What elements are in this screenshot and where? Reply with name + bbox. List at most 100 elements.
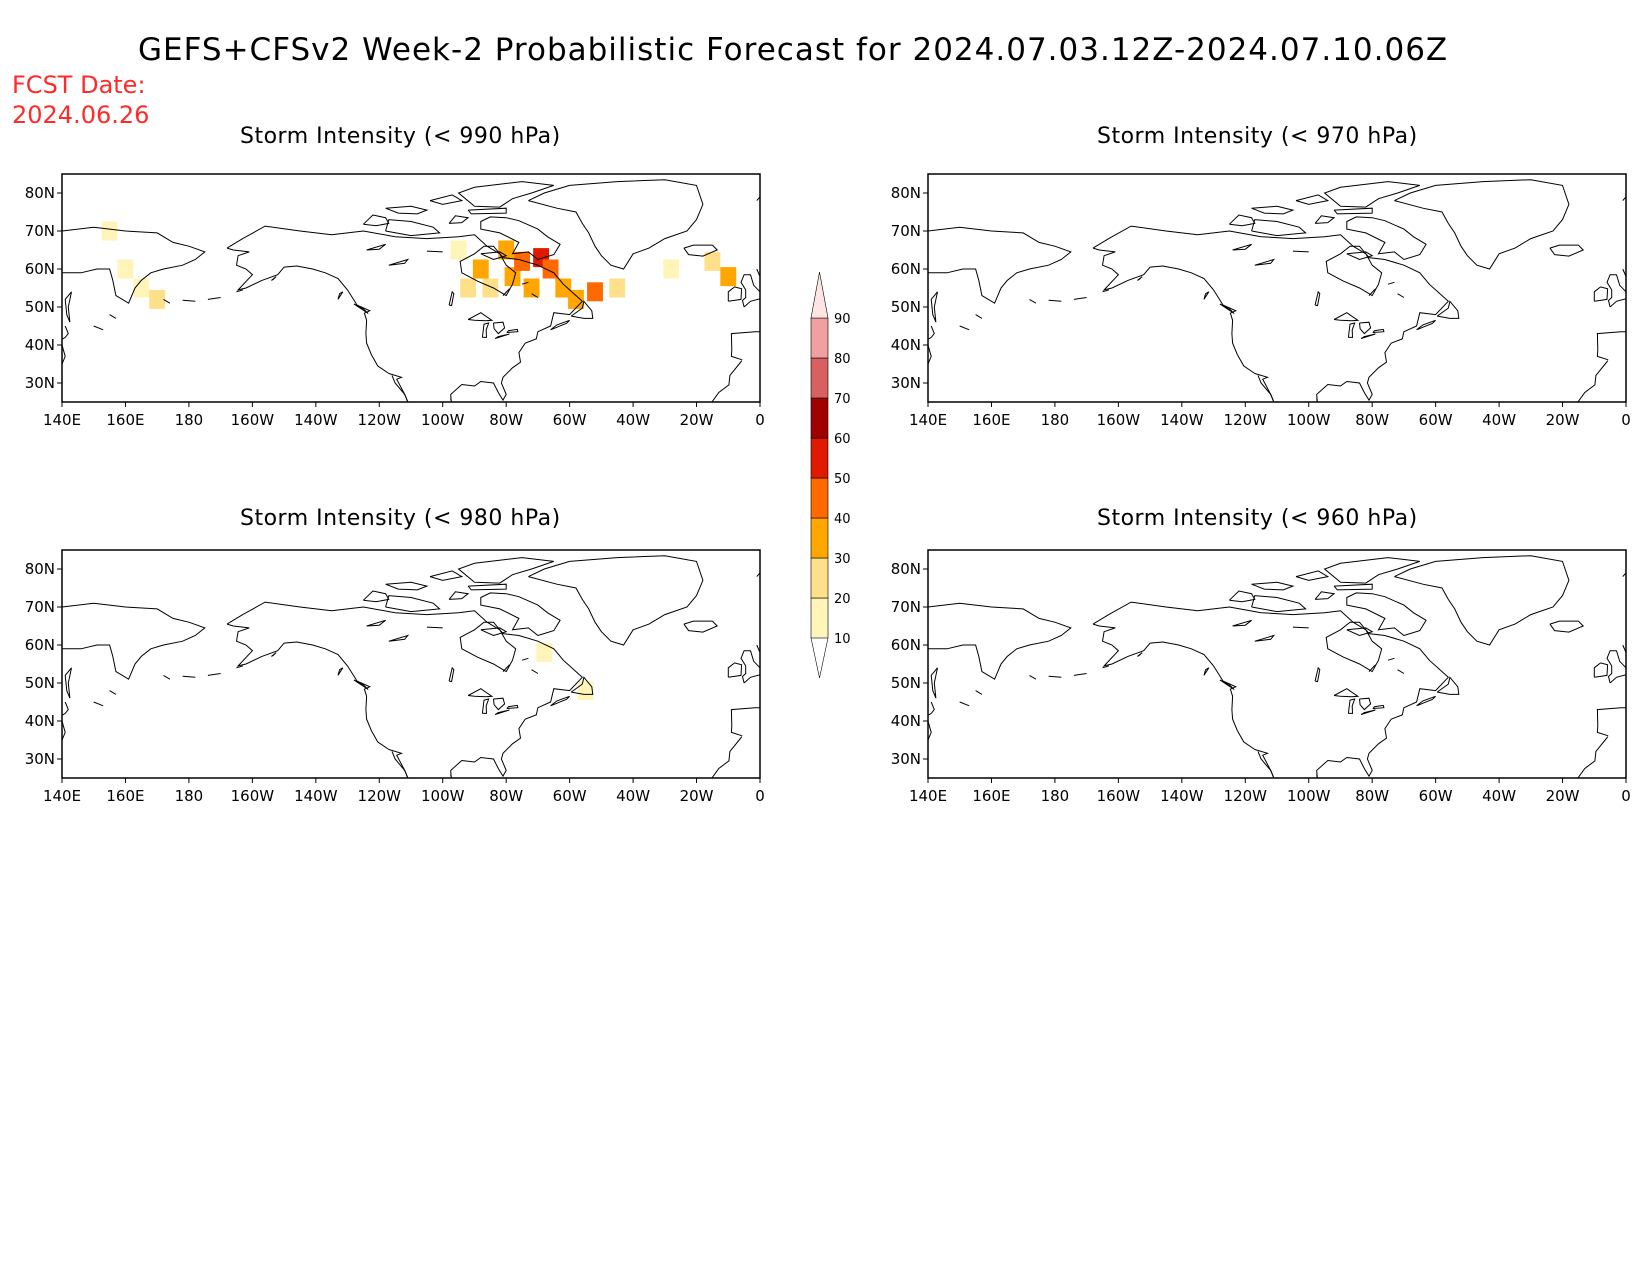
lon-label: 80W [489, 411, 523, 429]
coastline [493, 697, 506, 711]
lat-label: 50N [25, 298, 55, 316]
lon-label: 60W [553, 411, 587, 429]
coastline [448, 666, 455, 683]
colorbar-segment [810, 437, 829, 479]
coastline [740, 650, 760, 684]
lon-label: 140W [1160, 411, 1204, 429]
coastline [1137, 276, 1143, 281]
lon-label: 140W [294, 411, 338, 429]
coastline [480, 592, 561, 637]
lon-label: 60W [1419, 787, 1453, 805]
coastline [959, 325, 970, 331]
coastline [1323, 557, 1420, 584]
lon-label: 140E [909, 411, 947, 429]
coastline [226, 225, 584, 402]
coastline [480, 216, 561, 261]
coastline [1359, 697, 1372, 711]
map-frame [927, 549, 1627, 779]
coastline [1397, 293, 1405, 298]
coastline [163, 674, 171, 680]
coastline [62, 701, 69, 716]
coastline [388, 373, 409, 402]
coastline [448, 591, 470, 600]
coastline [1347, 322, 1356, 338]
lon-label: 180 [1041, 411, 1070, 429]
coastline [429, 570, 464, 581]
coastline [683, 620, 719, 633]
coastline [1203, 291, 1210, 300]
coastline [426, 250, 443, 253]
lon-label: 120W [1224, 787, 1268, 805]
coastline [683, 244, 719, 257]
probability-cell [555, 278, 572, 298]
probability-cell [577, 681, 594, 701]
forecast-date-value: 2024.06.26 [12, 101, 150, 129]
colorbar-segment [810, 317, 829, 359]
coastline [1596, 331, 1626, 361]
coastline [1596, 707, 1626, 737]
coastline [1314, 666, 1321, 683]
probability-cell [450, 240, 467, 260]
coastline [1092, 623, 1256, 750]
colorbar-top-triangle [810, 271, 829, 319]
coastline [426, 626, 443, 629]
coastline [506, 704, 519, 709]
colorbar-segment [810, 397, 829, 439]
coastline [1333, 207, 1373, 215]
coastline [1073, 297, 1087, 300]
coastline [163, 298, 171, 304]
main-title: GEFS+CFSv2 Week-2 Probabilistic Forecast… [138, 32, 1449, 68]
coastline [1577, 736, 1608, 778]
panel-title-970: Storm Intensity (< 970 hPa) [1097, 124, 1418, 149]
probability-cell [504, 267, 521, 287]
coastline [528, 179, 704, 270]
coastline [1314, 290, 1321, 307]
coastline [928, 701, 935, 716]
lon-label: 40W [616, 411, 650, 429]
lat-label: 30N [25, 374, 55, 392]
coastline [1323, 181, 1420, 208]
coastline [1092, 225, 1450, 402]
lat-label: 50N [891, 298, 921, 316]
lat-label: 70N [25, 598, 55, 616]
coastline [93, 325, 104, 331]
lat-label: 40N [891, 336, 921, 354]
coastline [388, 258, 410, 266]
coastline [62, 720, 66, 741]
coastline [502, 664, 510, 672]
coastline [1295, 194, 1330, 205]
coastline [1314, 591, 1336, 600]
coastline [467, 688, 494, 698]
probability-cell [704, 251, 721, 271]
coastline [353, 303, 369, 314]
lon-label: 0 [1621, 411, 1631, 429]
coastline [506, 328, 519, 333]
coastline [1048, 675, 1062, 678]
lon-label: 160E [972, 411, 1010, 429]
lon-label: 0 [1621, 787, 1631, 805]
lat-label: 80N [25, 560, 55, 578]
probability-cell [587, 282, 603, 302]
coastline [1606, 274, 1626, 308]
coastline [1549, 244, 1585, 257]
coastline [467, 207, 507, 215]
coastline [388, 749, 409, 778]
coastline [1416, 319, 1436, 331]
coastline [182, 299, 196, 302]
coastline [711, 736, 742, 778]
coastline [236, 289, 243, 293]
lat-label: 60N [891, 636, 921, 654]
lat-label: 80N [25, 184, 55, 202]
lon-label: 120W [1224, 411, 1268, 429]
coastline [385, 219, 441, 237]
probability-cell [720, 267, 737, 287]
lon-label: 120W [358, 787, 402, 805]
colorbar-label: 10 [834, 632, 851, 647]
lon-label: 80W [1355, 411, 1389, 429]
lon-label: 160E [972, 787, 1010, 805]
coastline [493, 321, 506, 335]
probability-cell [117, 259, 134, 279]
coastline [1029, 298, 1037, 304]
coastline [930, 291, 938, 323]
coastline [448, 215, 470, 224]
